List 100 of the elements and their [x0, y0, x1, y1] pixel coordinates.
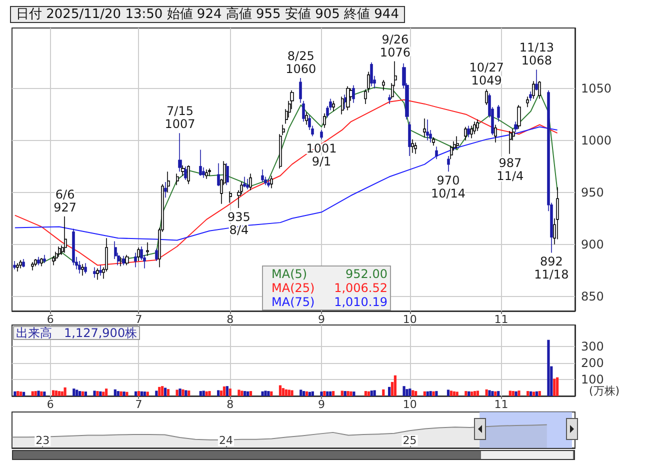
annotation: 9/26 1076 [380, 32, 410, 60]
bar [20, 392, 22, 396]
bar [270, 391, 273, 396]
bar [208, 391, 211, 396]
y-axis-title: (万株) [589, 384, 620, 398]
bar [406, 389, 408, 396]
bar [300, 390, 302, 396]
candlestick [497, 104, 500, 122]
candlestick [450, 145, 453, 160]
bar [435, 391, 438, 396]
bar [529, 391, 532, 396]
candlestick [43, 254, 46, 264]
bar [473, 391, 476, 396]
candlestick [120, 256, 123, 267]
annotation: 935 8/4 [228, 210, 250, 237]
bar [468, 391, 470, 396]
x-tick-label: 11 [494, 398, 508, 411]
candlestick [99, 264, 102, 276]
bar [485, 389, 488, 396]
y-tick-label: 300 [581, 339, 604, 354]
bar [120, 391, 122, 396]
candlestick [411, 138, 414, 154]
candlestick [58, 246, 61, 258]
annotation: 970 10/14 [430, 174, 466, 201]
bar [22, 392, 26, 396]
bar [16, 391, 20, 396]
bar [311, 391, 314, 396]
bar [302, 391, 306, 396]
bar [64, 387, 66, 396]
bar [31, 391, 34, 396]
x-tick-label: 7 [135, 313, 142, 326]
bar [450, 390, 452, 396]
candlestick [164, 182, 167, 198]
bar [102, 392, 105, 396]
bar [414, 391, 418, 396]
candlestick [344, 94, 347, 110]
bar [288, 390, 290, 396]
candlestick [464, 126, 467, 141]
candlestick [181, 164, 185, 176]
candlestick [199, 149, 202, 176]
candlestick [217, 162, 220, 187]
annotation: 7/15 1007 [164, 104, 196, 132]
candlestick [246, 178, 249, 190]
x-tick-label: 10 [402, 313, 417, 326]
bar [238, 390, 240, 396]
bar [476, 390, 480, 396]
bar [164, 388, 167, 396]
bar [114, 389, 116, 396]
bar [514, 391, 518, 396]
candlestick [485, 88, 488, 106]
candlestick [229, 190, 232, 204]
chart-title: 出来高 1,127,900株 [16, 326, 138, 340]
candlestick [538, 80, 541, 100]
bar [456, 392, 458, 396]
annotation: 6/6 927 [54, 187, 77, 214]
candlestick [81, 264, 84, 276]
x-tick-label: 10 [402, 398, 417, 411]
candlestick [456, 136, 459, 150]
bar [452, 391, 456, 396]
bar [182, 389, 184, 396]
candlestick [52, 255, 55, 266]
bar [40, 391, 43, 396]
candlestick [187, 164, 190, 184]
bar [202, 390, 205, 396]
bar [58, 391, 60, 396]
bar [81, 391, 84, 396]
candlestick [96, 268, 99, 280]
bar [278, 385, 282, 396]
y-tick-label: 950 [581, 185, 604, 200]
candlestick [146, 242, 149, 256]
candlestick [155, 248, 158, 262]
candlestick [249, 173, 252, 191]
y-tick-label: 1000 [581, 133, 612, 148]
bar [332, 391, 335, 396]
annotation: 8/25 1060 [286, 48, 316, 76]
candlestick [414, 142, 417, 154]
bar [146, 392, 149, 396]
candlestick [31, 262, 34, 271]
candlestick [34, 258, 37, 267]
candlestick [514, 121, 518, 132]
bar [244, 391, 246, 396]
candlestick [40, 258, 43, 267]
bar [426, 391, 429, 396]
bar [161, 386, 164, 396]
candlestick [323, 112, 326, 128]
bar [264, 390, 267, 396]
candlestick [494, 124, 497, 143]
bar [340, 390, 344, 396]
bar [408, 388, 412, 396]
bar [382, 389, 385, 396]
bar [494, 391, 497, 396]
bar [43, 392, 46, 396]
bar [470, 392, 474, 396]
candlestick [282, 124, 285, 136]
candlestick [509, 130, 512, 154]
candlestick [184, 166, 187, 180]
candlestick [426, 119, 429, 141]
candlestick [470, 125, 473, 139]
candlestick [125, 254, 129, 266]
bar [423, 391, 426, 396]
